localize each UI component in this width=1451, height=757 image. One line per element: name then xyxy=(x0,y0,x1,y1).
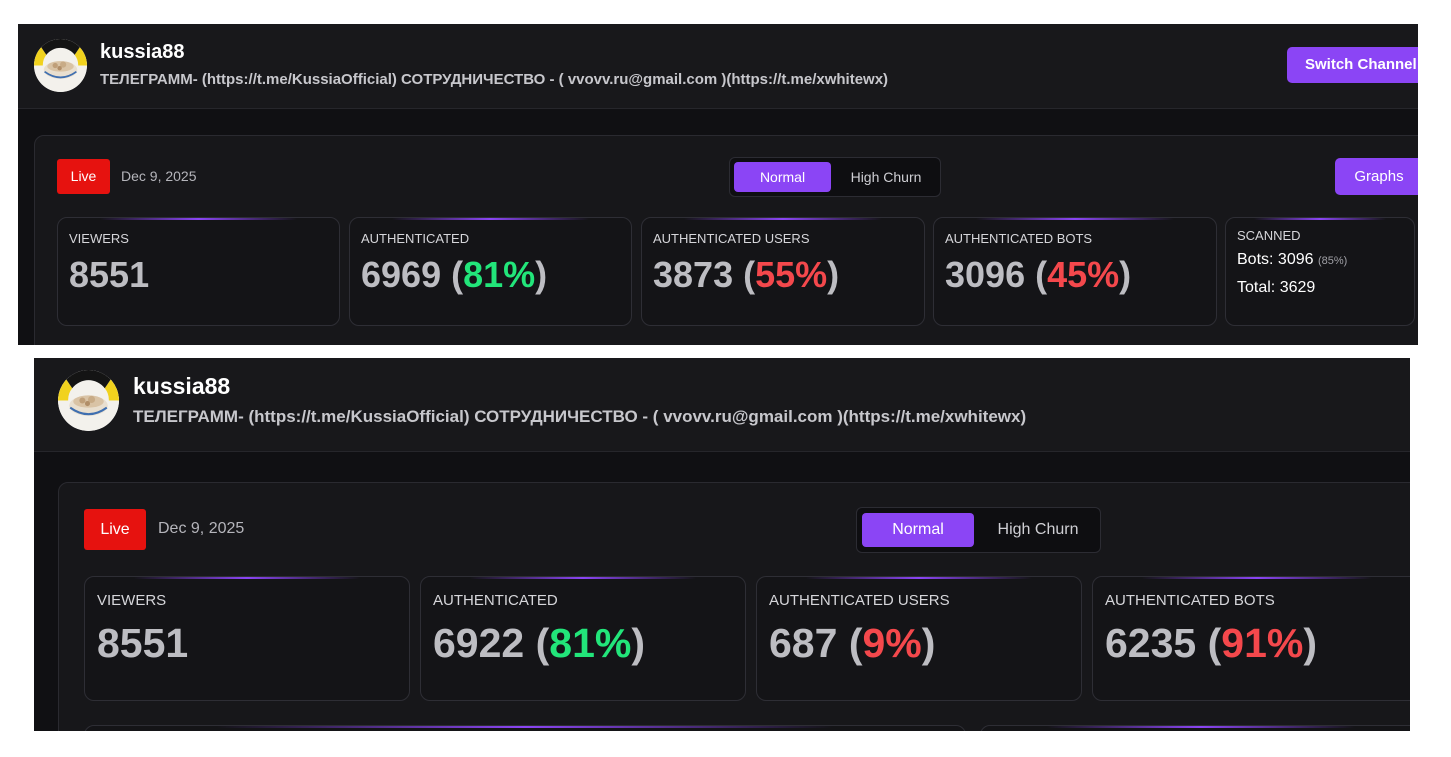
authenticated-users-label: AUTHENTICATED USERS xyxy=(769,592,950,609)
authenticated-card: AUTHENTICATED 6969 (81%) xyxy=(349,217,632,326)
paren-close: ) xyxy=(535,254,548,295)
avatar-image xyxy=(34,39,87,92)
channel-name: kussia88 xyxy=(100,41,185,63)
channel-header: kussia88 ТЕЛЕГРАММ- (https://t.me/Kussia… xyxy=(18,24,1418,109)
stream-date: Dec 9, 2025 xyxy=(121,168,197,184)
channel-name: kussia88 xyxy=(133,373,231,399)
scanned-total-line: Total: 3629 xyxy=(1237,279,1315,297)
authenticated-value: 6969 (81%) xyxy=(361,254,547,296)
authenticated-bots-count: 6235 xyxy=(1105,620,1197,666)
scanned-bots-line: Bots: 3096 (85%) xyxy=(1237,251,1347,269)
authenticated-bots-label: AUTHENTICATED BOTS xyxy=(1105,592,1275,609)
authenticated-bots-label: AUTHENTICATED BOTS xyxy=(945,231,1093,246)
mode-high-churn-button[interactable]: High Churn xyxy=(850,169,922,185)
authenticated-users-card: AUTHENTICATED USERS 687 (9%) xyxy=(756,576,1082,701)
paren-close: ) xyxy=(1303,620,1317,666)
live-badge: Live xyxy=(84,509,146,550)
mode-toggle: Normal High Churn xyxy=(729,157,941,197)
authenticated-bots-value: 6235 (91%) xyxy=(1105,620,1317,667)
scanned-card: SCANNED Bots: 3096 (85%) Total: 3629 xyxy=(1225,217,1415,326)
mode-normal-button[interactable]: Normal xyxy=(734,162,831,192)
paren-open: ( xyxy=(451,254,464,295)
paren-open: ( xyxy=(1035,254,1048,295)
scanned-label: SCANNED xyxy=(1237,228,1301,243)
mode-toggle: Normal High Churn xyxy=(856,507,1101,553)
paren-close: ) xyxy=(1119,254,1132,295)
viewers-label: VIEWERS xyxy=(97,592,167,609)
authenticated-value: 6922 (81%) xyxy=(433,620,645,667)
authenticated-users-label: AUTHENTICATED USERS xyxy=(653,231,810,246)
authenticated-bots-card: AUTHENTICATED BOTS 3096 (45%) xyxy=(933,217,1217,326)
paren-open: ( xyxy=(743,254,756,295)
channel-description: ТЕЛЕГРАММ- (https://t.me/KussiaOfficial)… xyxy=(100,71,889,88)
chart-card-left xyxy=(84,725,966,731)
authenticated-percent: 81% xyxy=(549,620,632,666)
chart-card-right xyxy=(980,725,1410,731)
authenticated-users-value: 3873 (55%) xyxy=(653,254,839,296)
channel-header: kussia88 ТЕЛЕГРАММ- (https://t.me/Kussia… xyxy=(34,358,1410,452)
live-badge: Live xyxy=(57,159,110,194)
viewers-card: VIEWERS 8551 xyxy=(57,217,340,326)
scanned-total-value: 3629 xyxy=(1279,279,1316,296)
authenticated-bots-count: 3096 xyxy=(945,254,1026,295)
authenticated-users-card: AUTHENTICATED USERS 3873 (55%) xyxy=(641,217,925,326)
channel-description: ТЕЛЕГРАММ- (https://t.me/KussiaOfficial)… xyxy=(133,407,1027,426)
dashboard-screenshot-top: kussia88 ТЕЛЕГРАММ- (https://t.me/Kussia… xyxy=(18,24,1418,345)
stream-date: Dec 9, 2025 xyxy=(158,520,245,537)
viewers-value: 8551 xyxy=(69,254,150,295)
authenticated-label: AUTHENTICATED xyxy=(361,231,470,246)
scanned-bots-label: Bots: xyxy=(1237,251,1274,268)
authenticated-card: AUTHENTICATED 6922 (81%) xyxy=(420,576,746,701)
paren-close: ) xyxy=(827,254,840,295)
scanned-bots-value: 3096 xyxy=(1277,251,1314,268)
authenticated-users-percent: 9% xyxy=(862,620,922,666)
switch-channel-button[interactable]: Switch Channel xyxy=(1287,47,1418,83)
scanned-bots-percent: (85%) xyxy=(1317,255,1348,267)
dashboard-screenshot-bottom: kussia88 ТЕЛЕГРАММ- (https://t.me/Kussia… xyxy=(34,358,1410,731)
paren-open: ( xyxy=(535,620,550,666)
authenticated-users-value: 687 (9%) xyxy=(769,620,935,667)
viewers-label: VIEWERS xyxy=(69,231,129,246)
scanned-total-label: Total: xyxy=(1237,279,1276,296)
authenticated-bots-value: 3096 (45%) xyxy=(945,254,1131,296)
authenticated-users-count: 3873 xyxy=(653,254,734,295)
avatar-image xyxy=(58,370,119,431)
authenticated-bots-card: AUTHENTICATED BOTS 6235 (91%) xyxy=(1092,576,1410,701)
viewers-value: 8551 xyxy=(97,620,189,666)
paren-close: ) xyxy=(631,620,645,666)
authenticated-users-count: 687 xyxy=(769,620,838,666)
authenticated-users-percent: 55% xyxy=(755,254,828,295)
graphs-button[interactable]: Graphs xyxy=(1335,158,1418,195)
authenticated-count: 6969 xyxy=(361,254,442,295)
paren-close: ) xyxy=(921,620,936,666)
paren-open: ( xyxy=(848,620,863,666)
viewers-card: VIEWERS 8551 xyxy=(84,576,410,701)
authenticated-label: AUTHENTICATED xyxy=(433,592,558,609)
paren-open: ( xyxy=(1207,620,1222,666)
authenticated-count: 6922 xyxy=(433,620,525,666)
authenticated-bots-percent: 45% xyxy=(1047,254,1120,295)
channel-avatar[interactable] xyxy=(34,39,87,92)
authenticated-bots-percent: 91% xyxy=(1221,620,1304,666)
mode-normal-button[interactable]: Normal xyxy=(862,513,974,547)
authenticated-percent: 81% xyxy=(463,254,536,295)
mode-high-churn-button[interactable]: High Churn xyxy=(997,521,1079,538)
channel-avatar[interactable] xyxy=(58,370,119,431)
